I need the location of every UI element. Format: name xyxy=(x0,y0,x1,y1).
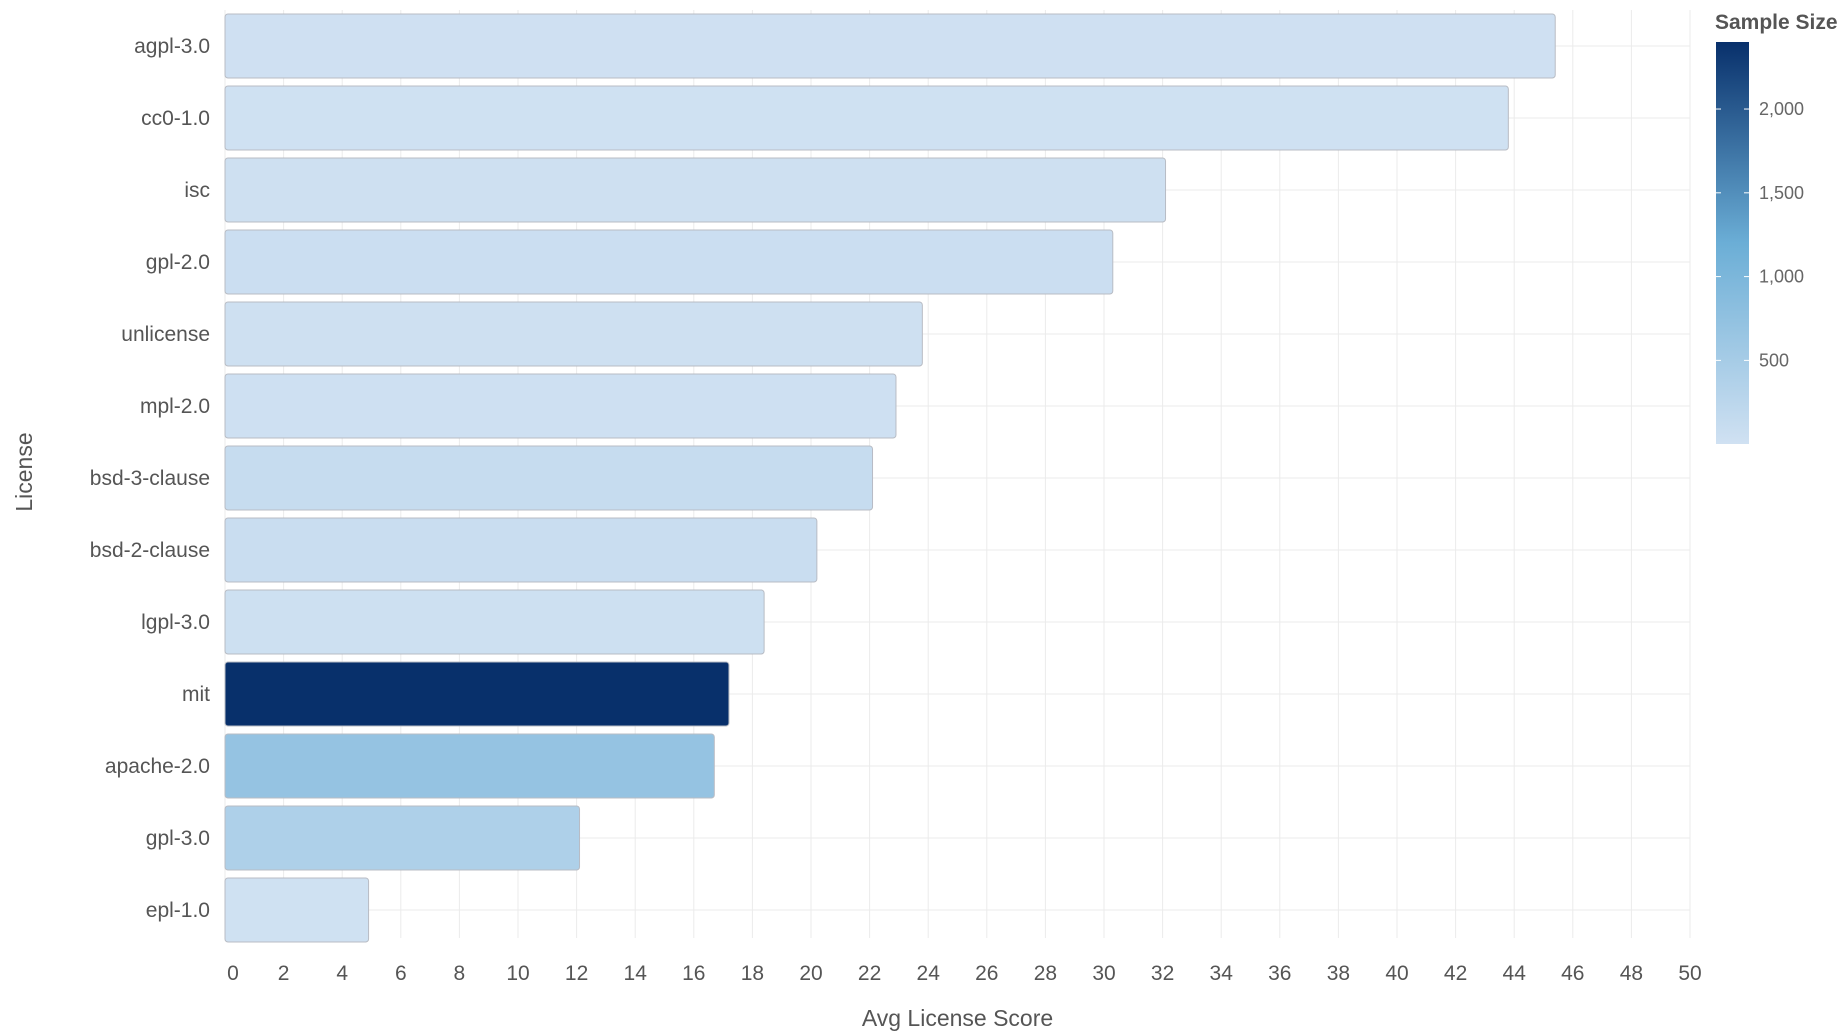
legend-tick-label: 1,000 xyxy=(1759,267,1804,287)
y-tick-label: bsd-3-clause xyxy=(90,467,210,490)
x-tick-label: 38 xyxy=(1327,962,1350,985)
x-tick-label: 8 xyxy=(454,962,466,985)
legend-tick-label: 1,500 xyxy=(1759,183,1804,203)
y-tick-label: mit xyxy=(182,683,210,706)
legend-tick-label: 2,000 xyxy=(1759,99,1804,119)
legend-tick-label: 500 xyxy=(1759,350,1789,370)
legend-color-bar xyxy=(1716,42,1749,444)
y-tick-label: unlicense xyxy=(121,323,210,346)
x-tick-label: 30 xyxy=(1092,962,1115,985)
x-tick-label: 36 xyxy=(1268,962,1291,985)
bar-epl-1.0 xyxy=(224,877,370,943)
y-tick-label: agpl-3.0 xyxy=(134,35,210,58)
x-tick-label: 0 xyxy=(227,962,239,985)
bar-unlicense xyxy=(224,301,923,367)
legend-ticks: 500 1,000 1,500 2,000 xyxy=(1716,99,1804,370)
bar-apache-2.0 xyxy=(224,733,715,799)
x-tick-label: 24 xyxy=(917,962,941,985)
x-tick-label: 14 xyxy=(624,962,648,985)
x-tick-label: 4 xyxy=(336,962,348,985)
x-tick-label: 20 xyxy=(799,962,822,985)
x-tick-label: 6 xyxy=(395,962,407,985)
x-tick-label: 50 xyxy=(1678,962,1701,985)
x-tick-label: 46 xyxy=(1561,962,1584,985)
x-tick-labels: 0 2 4 6 8 10 12 14 16 18 20 22 24 26 28 30 32 34 36 38 40 42 4… xyxy=(227,962,1702,985)
x-tick-label: 44 xyxy=(1503,962,1527,985)
bar-gpl-3.0 xyxy=(224,805,581,871)
bar-mit xyxy=(224,661,730,727)
y-tick-label: epl-1.0 xyxy=(146,899,210,922)
x-tick-label: 12 xyxy=(565,962,588,985)
y-tick-label: cc0-1.0 xyxy=(141,107,210,130)
x-tick-label: 34 xyxy=(1210,962,1234,985)
bar-gpl-2.0 xyxy=(224,229,1114,295)
x-tick-label: 10 xyxy=(506,962,529,985)
x-tick-label: 48 xyxy=(1620,962,1643,985)
y-tick-label: apache-2.0 xyxy=(105,755,210,778)
legend-title: Sample Size xyxy=(1715,11,1838,34)
x-tick-label: 32 xyxy=(1151,962,1174,985)
y-tick-label: bsd-2-clause xyxy=(90,539,210,562)
x-tick-label: 42 xyxy=(1444,962,1467,985)
x-axis-title: Avg License Score xyxy=(862,1005,1053,1031)
x-tick-label: 18 xyxy=(741,962,764,985)
x-tick-label: 28 xyxy=(1034,962,1057,985)
bar-isc xyxy=(224,157,1167,223)
bar-cc0-1.0 xyxy=(224,85,1509,151)
x-tick-label: 2 xyxy=(278,962,290,985)
x-tick-label: 26 xyxy=(975,962,998,985)
y-tick-label: gpl-2.0 xyxy=(146,251,210,274)
bar-mpl-2.0 xyxy=(224,373,897,439)
y-axis-title: License xyxy=(11,432,37,511)
x-tick-label: 16 xyxy=(682,962,705,985)
bar-lgpl-3.0 xyxy=(224,589,765,655)
y-tick-label: gpl-3.0 xyxy=(146,827,210,850)
y-tick-label: mpl-2.0 xyxy=(140,395,210,418)
y-tick-label: lgpl-3.0 xyxy=(141,611,210,634)
bar-bsd-3-clause xyxy=(224,445,874,511)
color-legend: Sample Size 500 1,000 1,500 2,000 xyxy=(1715,11,1838,444)
bar-bsd-2-clause xyxy=(224,517,818,583)
bars xyxy=(224,13,1556,943)
y-tick-labels: agpl-3.0 cc0-1.0 isc gpl-2.0 unlicense mpl-2.… xyxy=(90,35,210,922)
y-tick-label: isc xyxy=(184,179,210,202)
x-tick-label: 40 xyxy=(1385,962,1408,985)
bar-agpl-3.0 xyxy=(224,13,1556,79)
x-tick-label: 22 xyxy=(858,962,881,985)
